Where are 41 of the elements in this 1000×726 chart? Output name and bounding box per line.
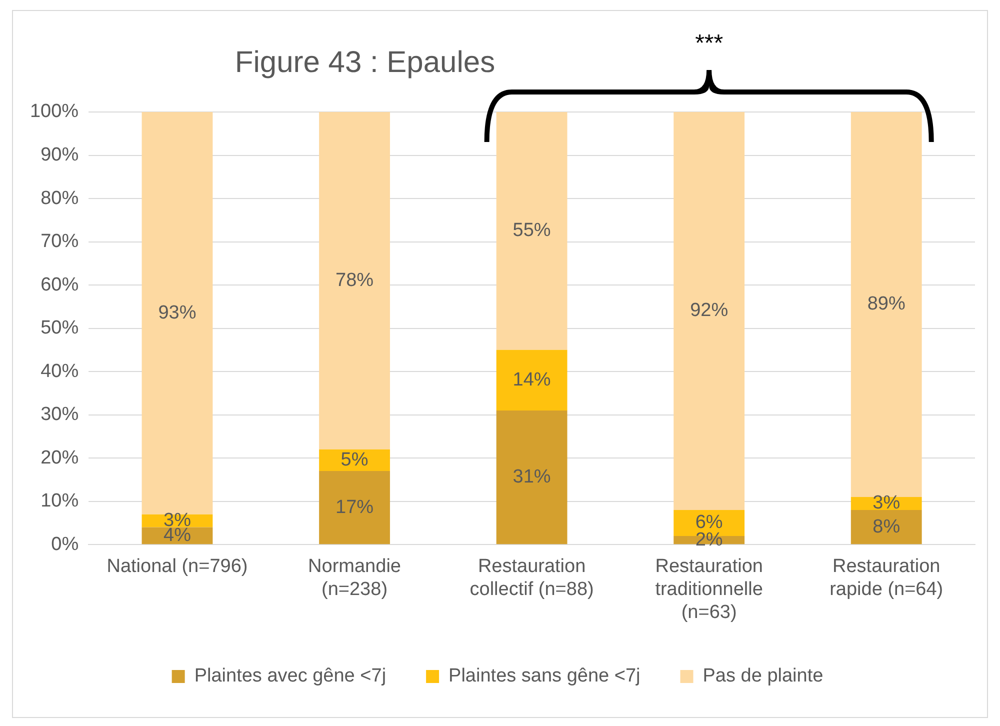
data-label: 5% bbox=[340, 449, 368, 470]
bar bbox=[674, 112, 745, 510]
data-label: 14% bbox=[512, 369, 551, 390]
bar bbox=[496, 410, 568, 544]
data-label: 6% bbox=[695, 512, 723, 534]
data-label: 3% bbox=[872, 492, 900, 514]
y-tick-label: 0% bbox=[51, 534, 79, 555]
bar bbox=[142, 112, 213, 514]
y-tick-label: 60% bbox=[40, 274, 79, 296]
y-tick-label: 50% bbox=[40, 318, 79, 339]
y-tick-label: 20% bbox=[40, 447, 79, 468]
data-label: 93% bbox=[158, 302, 196, 324]
y-tick-label: 30% bbox=[40, 404, 79, 426]
x-tick-label: Restauration traditionnelle (n=63) bbox=[655, 556, 763, 623]
y-tick-label: 40% bbox=[40, 360, 79, 382]
chart-title: Figure 43 : Epaules bbox=[234, 46, 496, 79]
y-tick-label: 90% bbox=[40, 144, 79, 166]
bar bbox=[319, 471, 390, 544]
data-label: 17% bbox=[336, 496, 374, 518]
y-tick-label: 70% bbox=[40, 231, 79, 252]
data-label: 78% bbox=[336, 270, 374, 291]
bar bbox=[496, 112, 568, 350]
bar bbox=[319, 112, 390, 450]
x-tick-label: National (n=796) bbox=[106, 556, 248, 578]
data-label: 8% bbox=[872, 516, 900, 538]
legend-label: Plaintes avec gêne <7j bbox=[194, 666, 386, 687]
y-tick-label: 10% bbox=[40, 490, 79, 512]
text: *** bbox=[695, 30, 724, 58]
legend-label: Pas de plainte bbox=[702, 666, 824, 687]
y-tick-label: 80% bbox=[40, 188, 79, 209]
bar bbox=[496, 350, 568, 410]
bar bbox=[850, 510, 922, 544]
y-tick-label: 100% bbox=[30, 101, 79, 122]
x-tick-label: Restauration collectif (n=88) bbox=[470, 556, 594, 600]
data-label: 89% bbox=[867, 294, 906, 315]
legend-label: Plaintes sans gêne <7j bbox=[448, 666, 640, 687]
data-label: 92% bbox=[690, 300, 728, 322]
data-label: 31% bbox=[512, 466, 551, 488]
data-label: 55% bbox=[512, 220, 551, 242]
x-tick-label: Restauration rapide (n=64) bbox=[830, 556, 944, 600]
x-tick-label: Normandie (n=238) bbox=[308, 556, 401, 600]
